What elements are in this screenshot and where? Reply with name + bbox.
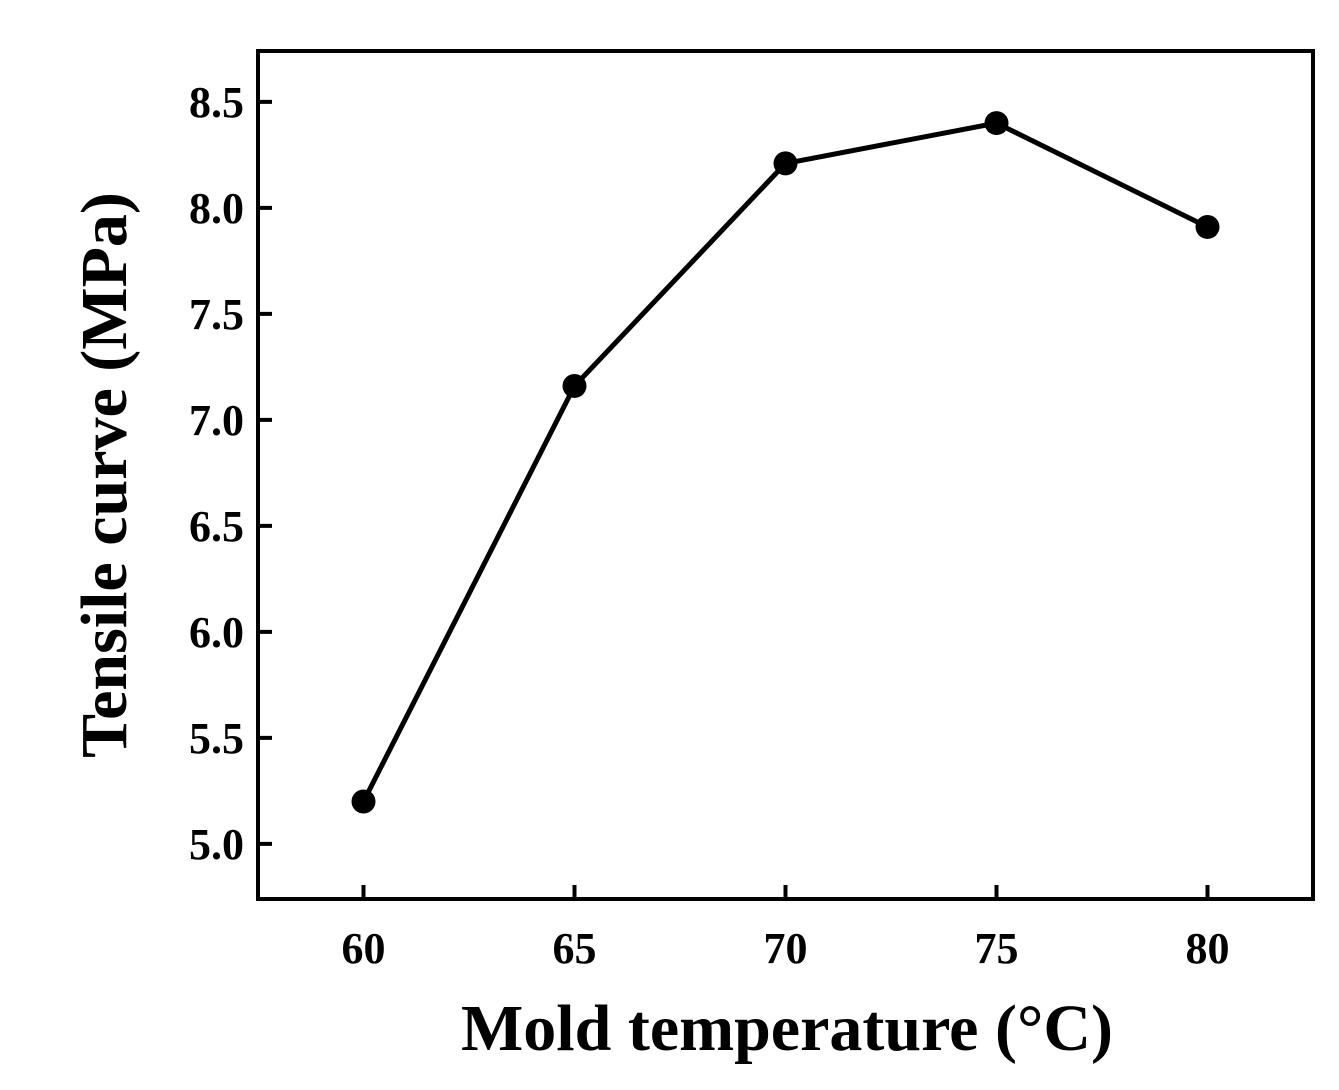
y-axis-title: Tensile curve (MPa) <box>68 192 141 758</box>
y-axis: 5.0 5.5 6.0 6.5 7.0 7.5 8.0 8.5 <box>189 78 272 869</box>
x-tick-label: 80 <box>1186 924 1230 973</box>
data-point <box>1195 214 1220 239</box>
x-axis: 60 65 70 75 80 <box>342 885 1230 973</box>
y-tick-label: 5.5 <box>189 714 244 763</box>
series-markers <box>351 111 1220 814</box>
x-tick-label: 70 <box>764 924 808 973</box>
y-tick-label: 7.0 <box>189 396 244 445</box>
y-tick-label: 5.0 <box>189 820 244 869</box>
series-line <box>361 120 1209 803</box>
y-tick-label: 7.5 <box>189 290 244 339</box>
data-point <box>562 373 587 398</box>
y-tick-label: 6.0 <box>189 608 244 657</box>
x-tick-label: 65 <box>553 924 597 973</box>
x-tick-label: 75 <box>975 924 1019 973</box>
data-point <box>984 111 1009 136</box>
y-tick-label: 6.5 <box>189 502 244 551</box>
plot-frame <box>256 49 1315 901</box>
x-tick-label: 60 <box>342 924 386 973</box>
data-point <box>351 789 376 814</box>
x-axis-title: Mold temperature (°C) <box>461 992 1113 1065</box>
y-tick-label: 8.0 <box>189 184 244 233</box>
data-point <box>773 151 798 176</box>
y-tick-label: 8.5 <box>189 78 244 127</box>
